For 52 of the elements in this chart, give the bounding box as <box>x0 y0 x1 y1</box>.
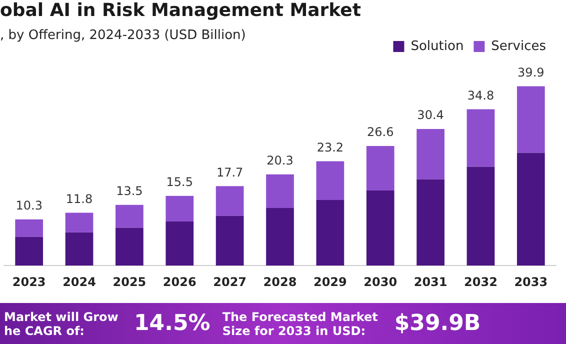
annotation: 17.7 <box>216 165 244 180</box>
annotation: 26.6 <box>367 125 394 140</box>
x-tick-label: 2030 <box>364 274 398 289</box>
bar <box>266 208 294 266</box>
annotation: 20.3 <box>266 153 294 168</box>
x-tick-label: 2024 <box>62 274 96 289</box>
annotation: 11.8 <box>66 192 93 206</box>
x-tick-label: 2031 <box>414 274 448 289</box>
text: Market will Grow he CAGR of: <box>4 310 120 338</box>
annotation: 34.8 <box>467 88 494 102</box>
bar <box>116 228 144 266</box>
chart-title: obal AI in Risk Management Market <box>0 0 361 21</box>
bar <box>366 146 394 190</box>
bar <box>65 232 94 266</box>
bar <box>516 152 545 266</box>
bar <box>15 219 44 237</box>
annotation: 15.5 <box>166 174 193 189</box>
annotation: 39.9 <box>518 65 544 80</box>
text: 14.5% <box>134 311 210 336</box>
chart-subtitle: , by Offering, 2024-2033 (USD Billion) <box>0 28 246 43</box>
bar <box>166 221 194 266</box>
x-tick-label: 2027 <box>213 274 247 289</box>
bar <box>466 166 495 266</box>
x-tick-label: 2026 <box>162 274 196 289</box>
bar <box>116 204 144 228</box>
bar <box>466 109 495 167</box>
x-tick-label: 2033 <box>514 274 548 289</box>
bar <box>316 200 344 266</box>
bar <box>266 174 294 208</box>
text: $39.9B <box>394 311 481 336</box>
bar <box>65 212 94 232</box>
bar <box>516 86 545 153</box>
x-tick-label: 2025 <box>112 274 146 289</box>
x-tick-label: 2023 <box>12 274 46 289</box>
annotation: 13.5 <box>116 184 143 198</box>
annotation: 30.4 <box>417 108 444 122</box>
x-tick-label: 2028 <box>263 274 297 289</box>
annotation: 23.2 <box>316 140 344 154</box>
bar <box>416 128 444 180</box>
annotation: 10.3 <box>16 198 42 212</box>
bar <box>166 196 194 222</box>
bar <box>366 190 394 266</box>
bar <box>216 186 244 216</box>
x-tick-label: 2029 <box>313 274 347 289</box>
bar <box>316 161 344 200</box>
legend-label: Services <box>491 38 546 54</box>
bar <box>15 236 44 266</box>
legend-label: Solution <box>410 38 464 54</box>
bar <box>216 216 244 266</box>
x-tick-label: 2032 <box>464 274 498 289</box>
text: The Forecasted Market Size for 2033 in USD: <box>222 310 379 338</box>
bar <box>416 179 444 266</box>
